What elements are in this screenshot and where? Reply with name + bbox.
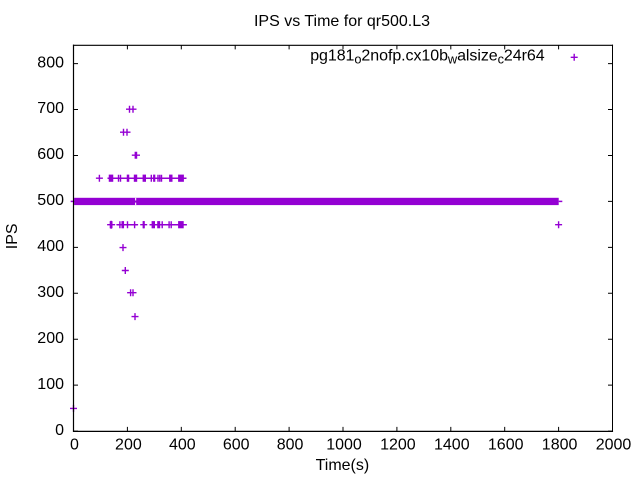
svg-text:200: 200 [37, 330, 64, 347]
svg-text:Time(s): Time(s) [316, 457, 370, 474]
svg-text:300: 300 [37, 284, 64, 301]
svg-text:200: 200 [115, 436, 142, 453]
svg-text:600: 600 [223, 436, 250, 453]
svg-text:2000: 2000 [596, 436, 632, 453]
svg-text:1800: 1800 [542, 436, 578, 453]
svg-text:400: 400 [169, 436, 196, 453]
svg-text:500: 500 [37, 192, 64, 209]
svg-text:IPS: IPS [4, 223, 21, 249]
svg-text:1400: 1400 [434, 436, 470, 453]
svg-text:0: 0 [70, 436, 79, 453]
svg-text:1200: 1200 [380, 436, 416, 453]
svg-text:800: 800 [37, 54, 64, 71]
svg-text:0: 0 [55, 422, 64, 439]
svg-text:1600: 1600 [488, 436, 524, 453]
svg-text:800: 800 [277, 436, 304, 453]
svg-text:100: 100 [37, 376, 64, 393]
svg-text:400: 400 [37, 238, 64, 255]
svg-text:IPS vs Time for qr500.L3: IPS vs Time for qr500.L3 [254, 13, 430, 30]
svg-text:1000: 1000 [326, 436, 362, 453]
svg-text:600: 600 [37, 146, 64, 163]
svg-text:700: 700 [37, 100, 64, 117]
svg-text:pg181o2nofp.cx10bwalsizec24r64: pg181o2nofp.cx10bwalsizec24r64 [310, 48, 544, 67]
